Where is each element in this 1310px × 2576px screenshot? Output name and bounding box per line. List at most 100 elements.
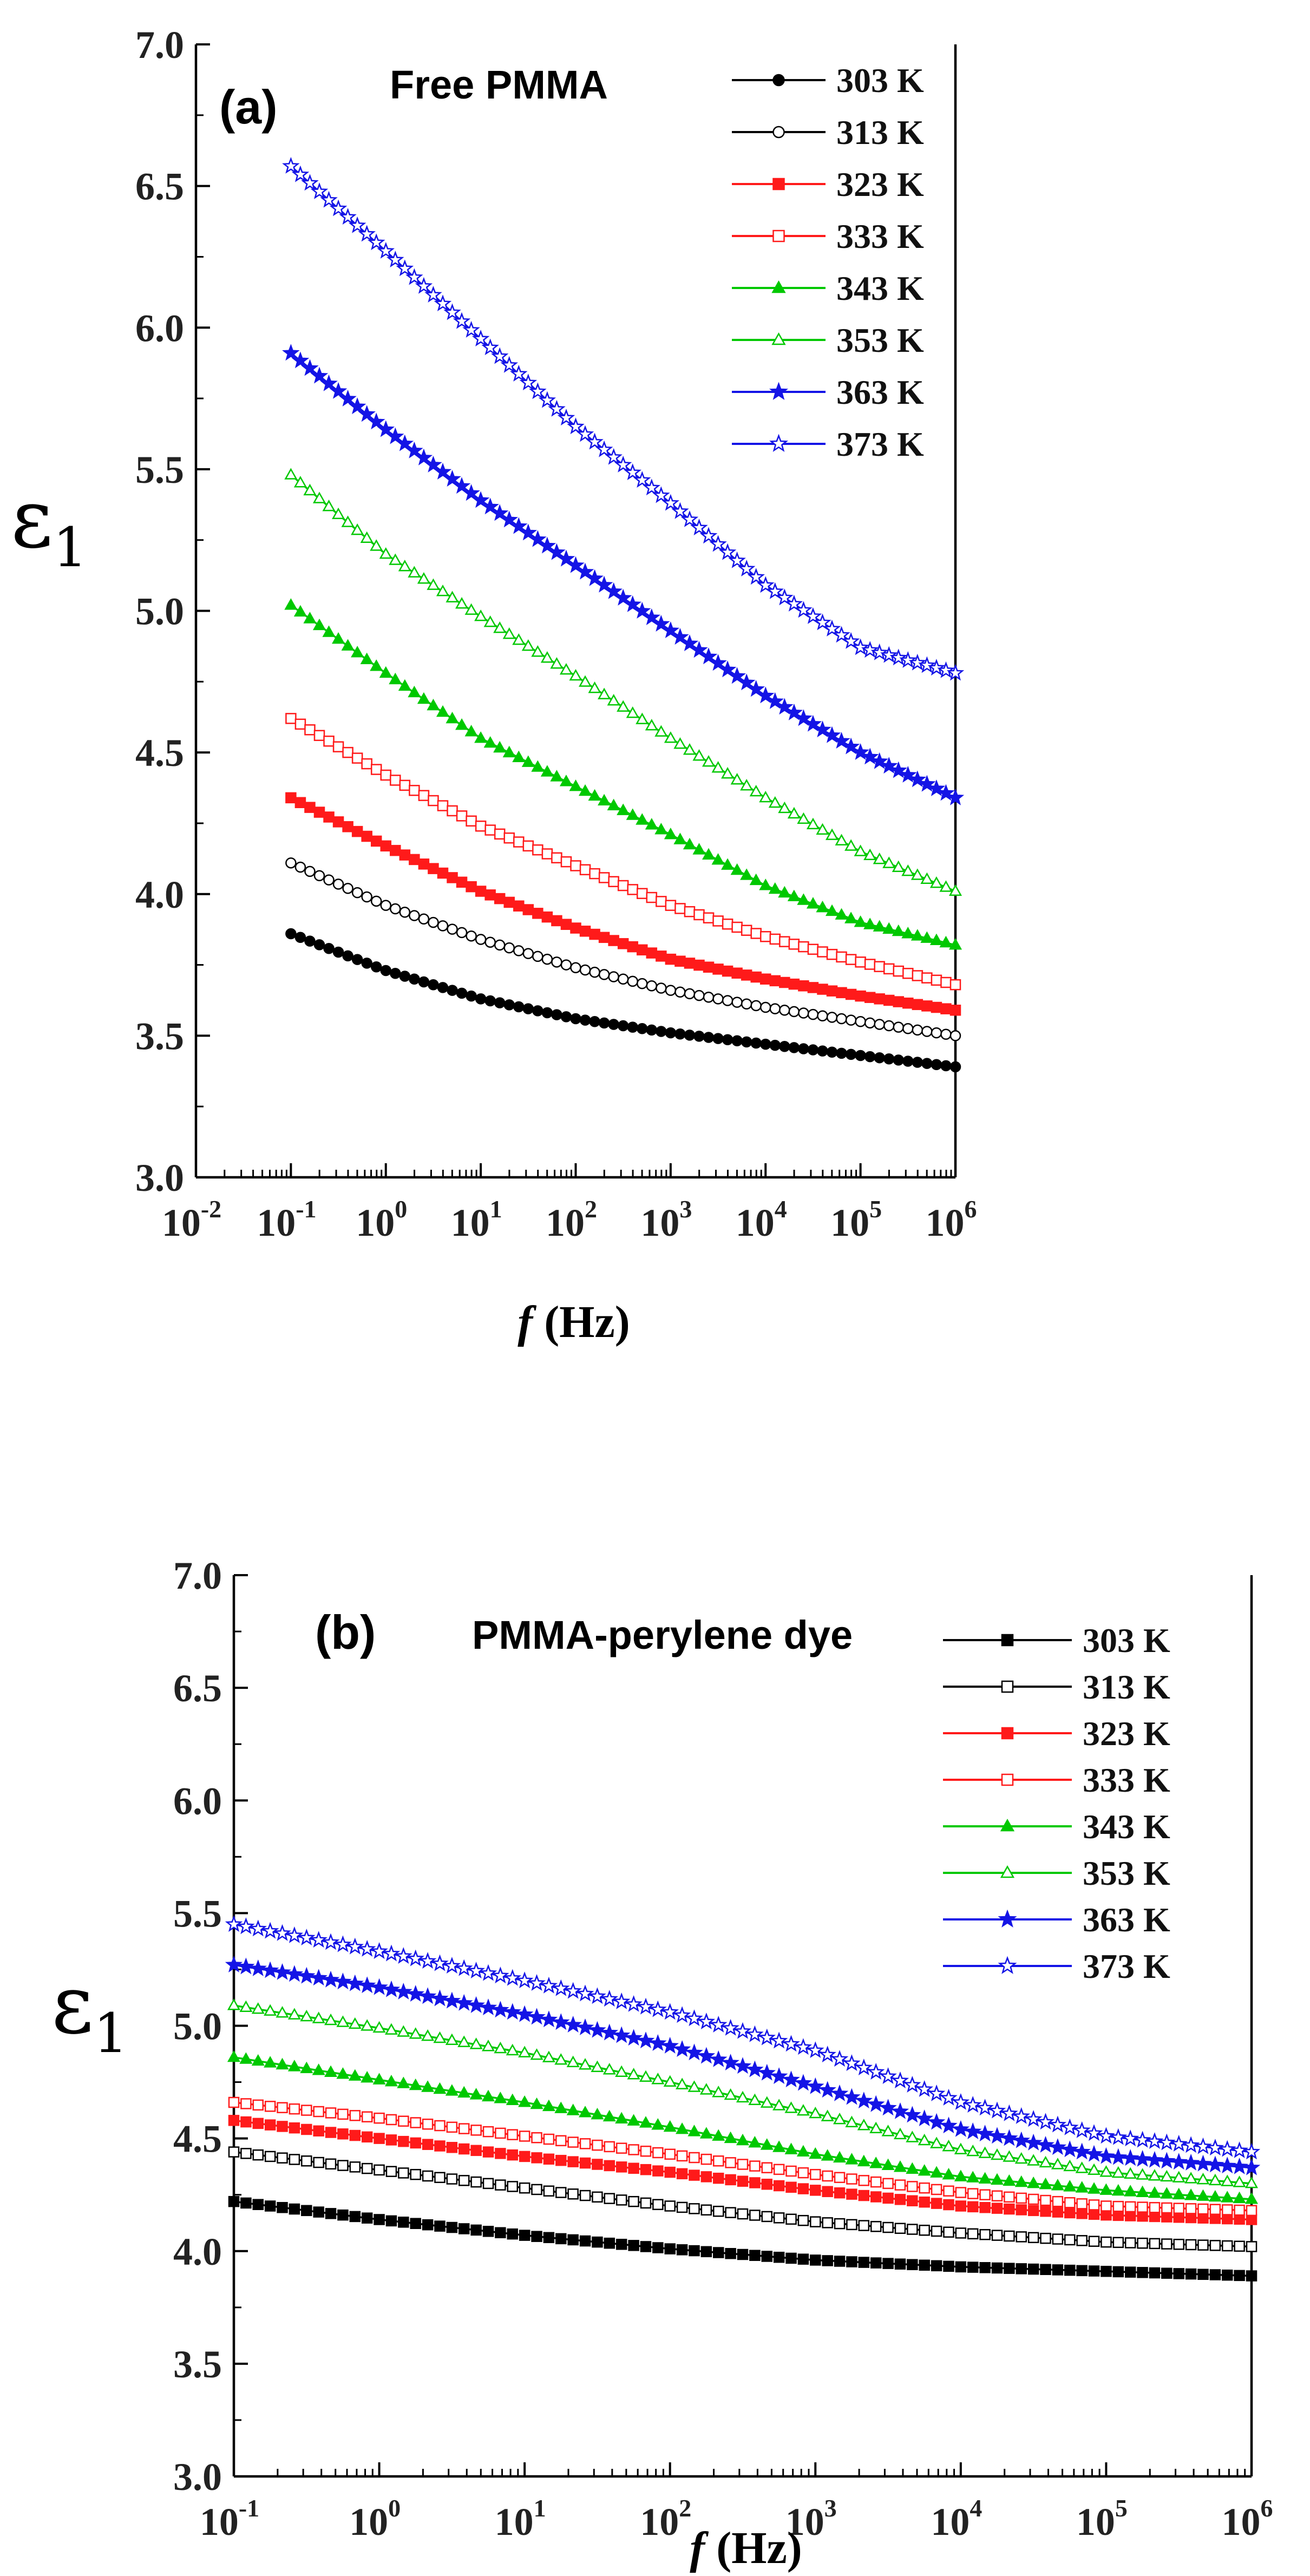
legend-label: 363 K [836, 373, 924, 411]
data-point [273, 1924, 291, 1941]
legend-label: 323 K [836, 165, 924, 204]
data-point [712, 1033, 724, 1044]
data-point [710, 2016, 728, 2033]
data-point [608, 1019, 619, 1030]
data-point [379, 547, 392, 559]
data-point [741, 998, 752, 1010]
data-point [1004, 2263, 1015, 2274]
data-point [284, 598, 298, 610]
data-point [228, 2195, 240, 2207]
data-point [770, 2067, 788, 2085]
data-point [495, 2127, 506, 2139]
data-point [882, 2221, 894, 2233]
data-point [1076, 2265, 1088, 2277]
data-point [773, 2180, 785, 2192]
data-point [676, 2244, 688, 2256]
data-point [628, 2195, 639, 2207]
data-point [494, 997, 506, 1008]
x-tick-label: 103 [785, 2494, 837, 2544]
data-point [699, 2083, 713, 2095]
data-point [1196, 2189, 1210, 2201]
data-point [382, 1980, 401, 1997]
data-point [457, 2035, 471, 2047]
data-point [482, 2146, 494, 2158]
data-point [436, 705, 450, 717]
data-point [1052, 2233, 1064, 2245]
data-point [907, 2195, 918, 2207]
data-point [538, 536, 556, 554]
series-373k [282, 156, 965, 681]
data-point [628, 2162, 639, 2174]
data-point [673, 2040, 691, 2057]
data-point [570, 922, 581, 934]
data-point [654, 823, 668, 835]
data-point [733, 2057, 752, 2074]
data-point [747, 680, 765, 697]
data-point [1209, 2213, 1221, 2224]
data-point [712, 963, 724, 975]
data-point [907, 2224, 918, 2235]
data-point [360, 531, 374, 543]
data-point [1134, 2150, 1151, 2167]
data-point [285, 928, 297, 940]
data-point [689, 2152, 700, 2164]
data-point [1221, 2240, 1233, 2252]
data-point [1016, 2231, 1027, 2243]
legend-item: 323 K [943, 1714, 1170, 1753]
data-point [285, 1965, 304, 1982]
data-point [773, 2164, 785, 2175]
data-point [712, 2247, 724, 2258]
data-point [674, 986, 686, 998]
data-point [874, 961, 885, 972]
data-point [398, 2115, 409, 2127]
data-point [858, 2175, 870, 2186]
data-point [709, 535, 727, 552]
data-point [540, 2010, 558, 2028]
data-point [1027, 2263, 1039, 2275]
data-point [252, 2199, 264, 2210]
data-point [725, 2157, 736, 2168]
data-point [467, 1996, 485, 2013]
data-point [676, 2168, 688, 2180]
data-point [507, 2129, 519, 2140]
data-point [794, 2074, 813, 2091]
data-point [894, 2223, 906, 2234]
data-point [843, 2088, 861, 2105]
data-point [586, 569, 604, 586]
data-point [746, 2060, 764, 2077]
data-point [855, 990, 866, 1002]
data-point [495, 2179, 506, 2191]
data-point [1158, 2152, 1176, 2169]
data-point [228, 2146, 240, 2158]
data-point [1182, 2136, 1200, 2153]
data-point [1060, 2118, 1079, 2135]
data-point [605, 582, 623, 599]
data-point [1064, 2264, 1076, 2276]
legend-marker [998, 1909, 1017, 1928]
data-point [1124, 2201, 1136, 2213]
data-point [724, 2131, 737, 2144]
data-point [528, 2008, 546, 2025]
data-point [810, 2216, 821, 2227]
data-point [674, 1028, 686, 1040]
y-tick-label: 5.5 [173, 1892, 222, 1935]
data-point [881, 2158, 895, 2171]
data-point [458, 2223, 470, 2234]
data-point [313, 2206, 324, 2218]
data-point [390, 903, 401, 915]
data-point [370, 764, 382, 775]
data-point [348, 2069, 362, 2081]
data-point [881, 2125, 895, 2136]
y-tick-label: 5.0 [173, 2005, 222, 2048]
data-point [570, 860, 581, 871]
data-point [1109, 2148, 1127, 2165]
data-point [560, 1011, 572, 1022]
data-point [1112, 2210, 1124, 2221]
data-point [240, 2197, 252, 2209]
data-point [409, 2027, 422, 2039]
data-point [614, 455, 632, 473]
data-point [711, 761, 725, 773]
data-point [617, 803, 630, 815]
data-point [918, 656, 936, 673]
data-point [880, 646, 898, 663]
